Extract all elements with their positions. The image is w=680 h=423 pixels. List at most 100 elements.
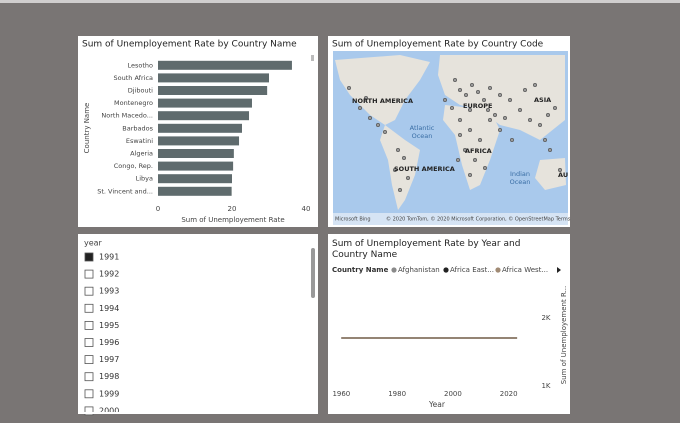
map-dot xyxy=(375,122,381,128)
checkbox[interactable] xyxy=(84,286,94,296)
map-dot xyxy=(357,105,363,111)
legend-dot xyxy=(391,267,397,273)
x-tick-label: 20 xyxy=(228,205,237,213)
y-tick-label: North Macedo... xyxy=(101,112,153,120)
map-dot xyxy=(537,122,543,128)
y-tick-label: Montenegro xyxy=(114,99,153,107)
map-dot xyxy=(545,112,551,118)
map-dot xyxy=(467,172,473,178)
bar xyxy=(158,111,250,121)
map-dot xyxy=(382,129,388,135)
bar xyxy=(158,186,232,196)
slicer-item[interactable]: 2000 xyxy=(99,406,119,415)
y-tick-label: Lesotho xyxy=(127,61,153,69)
x-tick-label: 1960 xyxy=(332,390,350,398)
ocean-label: Ocean xyxy=(412,132,433,140)
map-dot xyxy=(547,147,553,153)
land xyxy=(438,55,565,140)
ocean-label: Atlantic xyxy=(410,124,435,132)
slicer-title: year xyxy=(84,239,103,248)
map-dot xyxy=(442,97,448,103)
slicer-item[interactable]: 1997 xyxy=(99,355,119,364)
ocean-label: Ocean xyxy=(510,178,531,186)
slicer-item[interactable]: 1999 xyxy=(99,389,119,398)
land xyxy=(335,55,430,125)
map-dot xyxy=(397,187,403,193)
slicer-item[interactable]: 1993 xyxy=(99,287,119,296)
map-dot xyxy=(477,137,483,143)
map-dot xyxy=(401,155,407,161)
legend-arrow[interactable] xyxy=(557,267,561,273)
bar xyxy=(158,60,292,70)
x-axis-label: Year xyxy=(428,400,446,409)
bar-title: Sum of Unemployement Rate by Country Nam… xyxy=(82,40,297,50)
clip-edge xyxy=(78,412,318,414)
checkbox[interactable] xyxy=(84,389,94,399)
map-dot xyxy=(392,167,398,173)
map-dot xyxy=(467,107,473,113)
ocean-label: Indian xyxy=(510,170,530,178)
map-dot xyxy=(475,89,481,95)
map-dot xyxy=(487,85,493,91)
y-tick-label: Libya xyxy=(136,175,153,183)
bar xyxy=(158,149,234,158)
map-dot xyxy=(395,147,401,153)
bar xyxy=(158,174,232,184)
map-title: Sum of Unemployement Rate by Country Cod… xyxy=(332,40,544,50)
checkbox[interactable] xyxy=(84,372,94,382)
map-dot xyxy=(467,127,473,133)
bar xyxy=(158,123,242,133)
x-tick-label: 2000 xyxy=(444,390,462,398)
map-dot xyxy=(367,115,373,121)
map-dot xyxy=(485,107,491,113)
land xyxy=(380,125,420,210)
y-tick-label: 1K xyxy=(541,382,550,390)
map-label: ASIA xyxy=(534,96,551,104)
map-dot xyxy=(452,77,458,83)
map-dot xyxy=(557,167,563,173)
attribution[interactable]: © 2020 TomTom, © 2020 Microsoft Corporat… xyxy=(386,216,571,223)
checkbox[interactable] xyxy=(84,355,94,365)
slicer-item[interactable]: 1996 xyxy=(99,338,119,347)
slicer-item[interactable]: 1991 xyxy=(99,253,119,262)
slicer-item[interactable]: 1994 xyxy=(99,304,119,313)
y-tick-label: Eswatini xyxy=(126,137,153,145)
map-label: EUROPE xyxy=(463,102,492,110)
map-label: AU xyxy=(558,171,568,179)
map-dot xyxy=(469,82,475,88)
top-bar xyxy=(0,0,680,3)
checkbox[interactable] xyxy=(84,303,94,313)
map-dot xyxy=(405,175,411,181)
legend-title: Country Name xyxy=(332,266,389,274)
map-dot xyxy=(497,127,503,133)
slicer-scrollbar[interactable] xyxy=(311,248,315,298)
checkbox[interactable] xyxy=(84,269,94,279)
map-dot xyxy=(517,107,523,113)
map-dot xyxy=(457,132,463,138)
map-footer xyxy=(333,213,568,225)
map-dot xyxy=(552,105,558,111)
map-dot xyxy=(457,87,463,93)
checkbox[interactable] xyxy=(84,252,94,262)
map-dot xyxy=(507,97,513,103)
slicer-item[interactable]: 1995 xyxy=(99,321,119,330)
map-dot xyxy=(449,105,455,111)
map-dot xyxy=(492,112,498,118)
checkbox[interactable] xyxy=(84,320,94,330)
legend-dot xyxy=(495,267,501,273)
bar xyxy=(158,86,268,95)
scroll-thumb[interactable] xyxy=(311,55,314,61)
slicer-list: 1991 1992 1993 1994 1995 1996 1997 1998 1999 2000 xyxy=(84,252,119,416)
checkbox[interactable] xyxy=(84,338,94,347)
map-dot xyxy=(542,137,548,143)
checkbox[interactable] xyxy=(84,406,94,416)
bing-logo: Microsoft Bing xyxy=(335,217,371,223)
map-dot xyxy=(457,117,463,123)
legend-entry: Africa East... xyxy=(450,266,494,274)
slicer-item[interactable]: 1992 xyxy=(99,270,119,279)
slicer-item[interactable]: 1998 xyxy=(99,372,119,381)
map-label: SOUTH AMERICA xyxy=(394,165,455,173)
x-tick-label: 2020 xyxy=(500,390,518,398)
